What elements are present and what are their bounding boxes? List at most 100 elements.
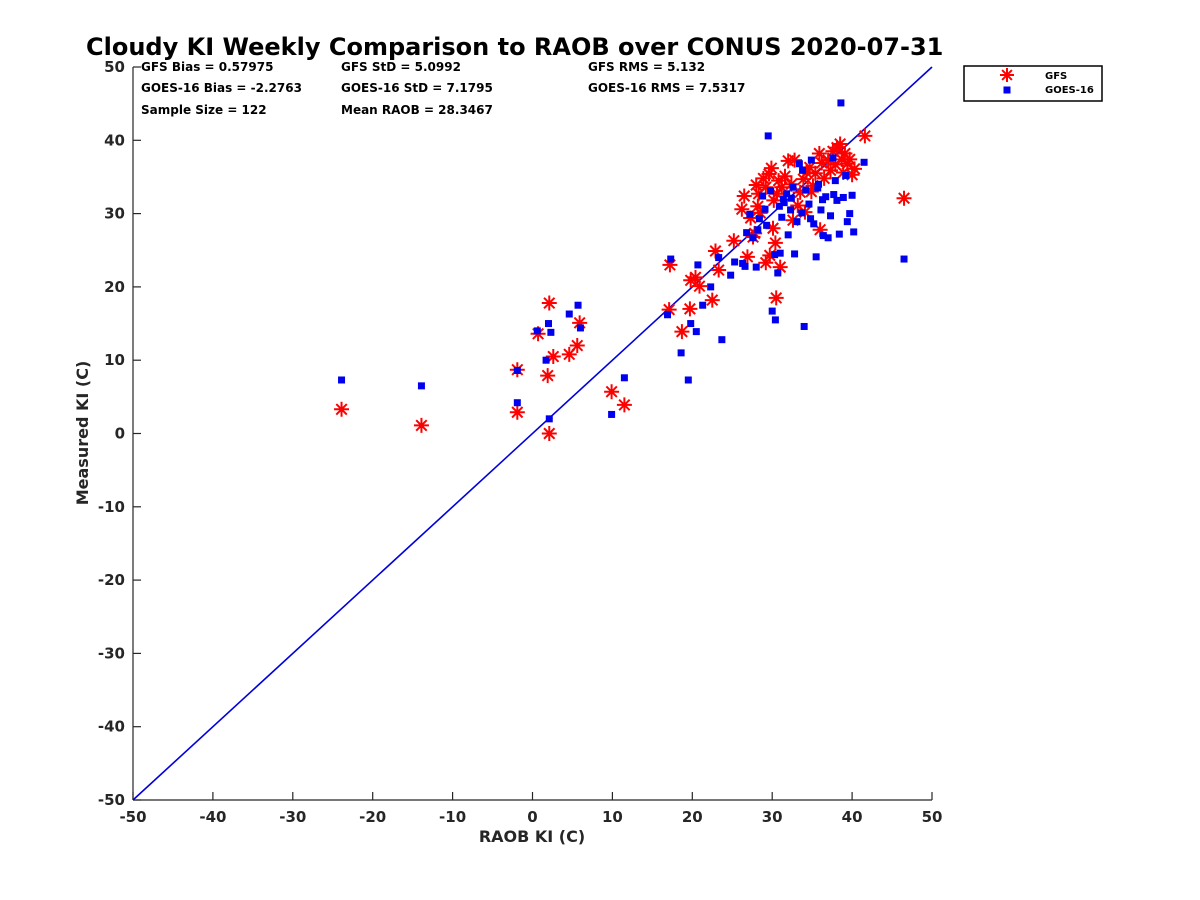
gfs-point bbox=[814, 155, 830, 171]
gfs-point bbox=[767, 235, 783, 251]
y-tick-label: 10 bbox=[104, 351, 125, 369]
x-tick-label: -30 bbox=[279, 808, 306, 826]
goes16-point bbox=[771, 316, 779, 324]
legend-gfs-marker bbox=[1000, 68, 1014, 82]
gfs-point bbox=[662, 257, 678, 273]
gfs-point bbox=[805, 178, 821, 194]
gfs-point bbox=[816, 170, 832, 186]
goes16-point bbox=[798, 209, 806, 217]
gfs-point bbox=[777, 168, 793, 184]
goes16-point bbox=[860, 158, 868, 166]
gfs-point bbox=[748, 177, 764, 193]
gfs-point bbox=[766, 192, 782, 208]
goes16-point bbox=[718, 336, 726, 344]
goes16-point bbox=[789, 183, 797, 191]
y-tick-label: -30 bbox=[98, 644, 125, 662]
gfs-point bbox=[790, 198, 806, 214]
gfs-point bbox=[827, 156, 843, 172]
goes16-point bbox=[338, 376, 346, 384]
goes16-point bbox=[783, 190, 791, 198]
gfs-point bbox=[785, 212, 801, 228]
y-tick-label: 40 bbox=[104, 131, 125, 149]
gfs-point bbox=[761, 166, 777, 182]
stat-goes-bias: GOES-16 Bias = -2.2763 bbox=[141, 81, 302, 95]
goes16-point bbox=[778, 213, 786, 221]
gfs-point bbox=[774, 179, 790, 195]
goes16-point bbox=[513, 399, 521, 407]
goes16-point bbox=[795, 160, 803, 168]
plot-marks bbox=[334, 99, 912, 441]
legend-goes16-label: GOES-16 bbox=[1045, 85, 1094, 96]
gfs-point bbox=[811, 145, 827, 161]
gfs-point bbox=[687, 269, 703, 285]
goes16-point bbox=[544, 320, 552, 328]
goes16-point bbox=[799, 166, 807, 174]
gfs-point bbox=[561, 346, 577, 362]
x-tick-label: 20 bbox=[682, 808, 703, 826]
gfs-point bbox=[541, 295, 557, 311]
goes16-point bbox=[800, 322, 808, 330]
goes16-point bbox=[831, 177, 839, 185]
goes16-point bbox=[793, 218, 801, 226]
goes16-point bbox=[807, 156, 815, 164]
gfs-point bbox=[763, 160, 779, 176]
gfs-point bbox=[795, 171, 811, 187]
gfs-point bbox=[691, 278, 707, 294]
gfs-point bbox=[803, 184, 819, 200]
goes16-point bbox=[839, 193, 847, 201]
gfs-point bbox=[752, 205, 768, 221]
gfs-point bbox=[844, 167, 860, 183]
goes16-point bbox=[755, 215, 763, 223]
goes16-point bbox=[547, 328, 555, 336]
gfs-point bbox=[739, 249, 755, 265]
stat-goes-std: GOES-16 StD = 7.1795 bbox=[341, 81, 493, 95]
gfs-point bbox=[541, 426, 557, 441]
y-tick-label: 20 bbox=[104, 278, 125, 296]
goes16-point bbox=[687, 320, 695, 328]
goes16-point bbox=[817, 206, 825, 214]
gfs-point bbox=[682, 301, 698, 317]
gfs-point bbox=[726, 233, 742, 249]
legend-gfs-label: GFS bbox=[1045, 71, 1067, 82]
goes16-point bbox=[842, 171, 850, 179]
x-tick-label: -20 bbox=[359, 808, 386, 826]
goes16-point bbox=[574, 301, 582, 309]
legend-box bbox=[963, 65, 1103, 102]
gfs-point bbox=[509, 404, 525, 420]
gfs-point bbox=[769, 186, 785, 202]
x-tick-label: 30 bbox=[762, 808, 783, 826]
stat-goes-rms: GOES-16 RMS = 7.5317 bbox=[588, 81, 745, 95]
goes16-point bbox=[707, 283, 715, 291]
goes16-point bbox=[767, 187, 775, 195]
y-axis-label: Measured KI (C) bbox=[73, 361, 92, 506]
stat-mean-raob: Mean RAOB = 28.3467 bbox=[341, 103, 493, 117]
gfs-point bbox=[747, 225, 763, 241]
goes16-point bbox=[684, 376, 692, 384]
gfs-point bbox=[750, 198, 766, 214]
gfs-point bbox=[736, 188, 752, 204]
goes16-point bbox=[830, 191, 838, 199]
gfs-point bbox=[758, 179, 774, 195]
goes16-point bbox=[545, 415, 553, 423]
goes16-point bbox=[774, 269, 782, 277]
goes16-point bbox=[542, 356, 550, 364]
goes16-point bbox=[667, 255, 675, 263]
gfs-point bbox=[572, 315, 588, 331]
gfs-point bbox=[604, 384, 620, 400]
gfs-point bbox=[832, 136, 848, 152]
y-tick-label: -10 bbox=[98, 498, 125, 516]
goes16-point bbox=[768, 307, 776, 315]
gfs-point bbox=[799, 165, 815, 181]
gfs-point bbox=[661, 302, 677, 318]
x-tick-label: -50 bbox=[119, 808, 146, 826]
gfs-point bbox=[823, 162, 839, 178]
goes16-point bbox=[787, 194, 795, 202]
goes16-point bbox=[715, 254, 723, 262]
x-axis-label: RAOB KI (C) bbox=[479, 827, 585, 846]
stat-gfs-bias: GFS Bias = 0.57975 bbox=[141, 60, 273, 74]
x-tick-label: -40 bbox=[199, 808, 226, 826]
one-to-one-line bbox=[132, 66, 933, 801]
goes16-point bbox=[835, 230, 843, 238]
stat-gfs-std: GFS StD = 5.0992 bbox=[341, 60, 461, 74]
